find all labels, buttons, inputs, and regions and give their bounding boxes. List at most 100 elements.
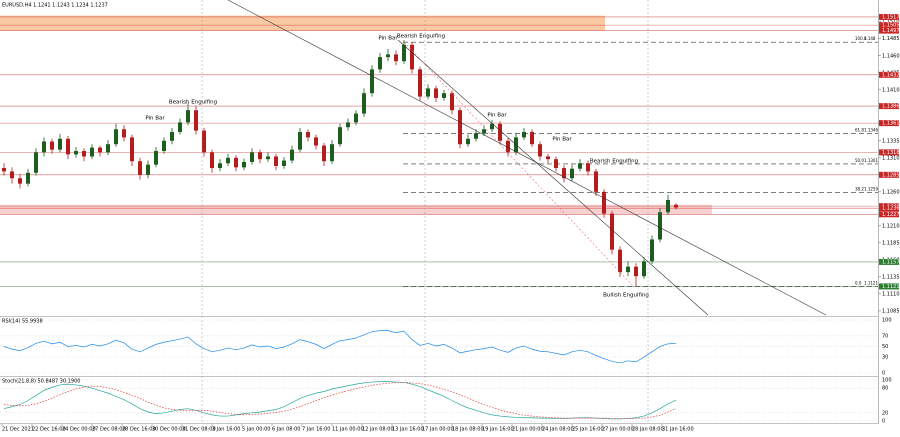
candle-body	[522, 131, 526, 138]
candle-body	[602, 191, 606, 214]
candle-body	[194, 110, 198, 131]
candle-body	[410, 44, 414, 70]
price-label: 1.1505	[882, 23, 900, 29]
candle-body	[626, 266, 630, 273]
annotation: Bearish Engulfing	[169, 100, 217, 106]
zone	[0, 15, 605, 31]
candle-body	[274, 156, 278, 166]
fib-price-label: 1.1121	[864, 280, 878, 285]
candle-body	[450, 93, 454, 111]
candle-body	[290, 149, 294, 161]
candle-body	[370, 69, 374, 94]
candle-body	[138, 161, 142, 175]
x-tick-label: 31 Dec 08:00	[182, 427, 216, 433]
price-label: 1.1386	[882, 104, 900, 110]
plot-layer: 1.15101.14851.14601.14351.14101.13851.13…	[0, 13, 900, 433]
x-tick-label: 6 Jan 08:00	[272, 427, 300, 433]
fib-price-label: 1.1346	[864, 127, 878, 132]
price-label-box	[879, 283, 899, 290]
candle-body	[466, 138, 470, 145]
candle-body	[386, 54, 390, 58]
panel-title: RSI(14) 55.9938	[2, 319, 43, 325]
fib-level-label: 100.0	[855, 36, 867, 41]
y-tick-label: 1.1110	[882, 291, 900, 297]
candle-body	[18, 178, 22, 184]
x-tick-label: 5 Jan 00:00	[242, 427, 270, 433]
candle-body	[570, 168, 574, 179]
x-tick-label: 7 Jan 16:00	[302, 427, 330, 433]
price-label: 1.1361	[882, 121, 900, 127]
candle-body	[98, 147, 102, 153]
fib-level-label: 50.0	[855, 158, 864, 163]
y-tick-label: 1.1460	[882, 53, 900, 59]
candle-body	[210, 152, 214, 169]
y-tick-label: 30	[882, 355, 888, 361]
indicator-line	[3, 330, 677, 364]
y-tick-label: 1.1185	[882, 240, 900, 246]
candle-body	[106, 144, 110, 153]
price-label-box	[879, 120, 899, 127]
y-tick-label: 1.1335	[882, 138, 900, 144]
annotation: Pin Bar	[487, 113, 507, 119]
x-tick-label: 31 Jan 16:00	[662, 427, 694, 433]
price-label-box	[879, 22, 899, 29]
y-tick-label: 100	[882, 318, 892, 324]
fib-price-label: 1.148	[864, 36, 876, 41]
fib-level-label: 61.8	[855, 127, 864, 132]
y-tick-label: 70	[882, 333, 888, 339]
candle-body	[282, 160, 286, 166]
price-label-box	[879, 13, 899, 20]
candle-body	[586, 163, 590, 172]
price-label-box	[879, 211, 899, 218]
price-label: 1.1432	[882, 72, 900, 78]
channel-line	[397, 39, 709, 316]
x-tick-label: 24 Jan 08:00	[542, 427, 574, 433]
x-tick-label: 3 Jan 16:00	[212, 427, 240, 433]
y-tick-label: 20	[882, 410, 888, 416]
x-tick-label: 24 Dec 00:00	[62, 427, 96, 433]
price-label-box	[879, 71, 899, 78]
candle-body	[322, 145, 326, 162]
candle-body	[562, 168, 566, 179]
candle-body	[426, 88, 430, 97]
price-label-box	[879, 149, 899, 156]
candle-body	[74, 151, 78, 155]
y-tick-label: 1.1210	[882, 223, 900, 229]
candle-body	[578, 163, 582, 169]
x-tick-label: 22 Dec 16:00	[32, 427, 66, 433]
x-tick-label: 28 Jan 08:00	[632, 427, 664, 433]
candle-body	[242, 161, 246, 168]
x-tick-label: 27 Jan 00:00	[602, 427, 634, 433]
price-label-box	[879, 258, 899, 265]
candle-body	[178, 122, 182, 132]
price-label: 1.1236	[882, 206, 900, 212]
fib-level-label: 0.0	[855, 280, 862, 285]
candle-body	[346, 122, 350, 128]
candle-body	[618, 249, 622, 273]
candle-body	[330, 144, 334, 162]
candle-body	[634, 266, 638, 277]
annotation: Pin Bar	[552, 137, 572, 143]
x-tick-label: 28 Dec 16:00	[122, 427, 156, 433]
candle-body	[186, 110, 190, 123]
price-label: 1.1157	[882, 259, 900, 265]
candle-body	[338, 127, 342, 145]
chart-title: EURUSD,H4 1.1241 1.1243 1.1234 1.1237	[2, 3, 108, 9]
candle-body	[490, 123, 494, 130]
candle-body	[226, 157, 230, 164]
y-tick-label: 0	[882, 419, 885, 425]
x-tick-label: 18 Jan 08:00	[452, 427, 484, 433]
candle-body	[394, 54, 398, 62]
x-tick-label: 12 Jan 08:00	[362, 427, 394, 433]
candle-body	[402, 44, 406, 62]
candle-body	[42, 141, 46, 153]
candle-body	[90, 147, 94, 157]
price-label-box	[879, 205, 899, 212]
candle-body	[650, 239, 654, 262]
candle-body	[530, 131, 534, 145]
candle-body	[58, 138, 62, 150]
x-tick-label: 25 Jan 16:00	[572, 427, 604, 433]
candle-body	[594, 171, 598, 192]
panel-title: Stoch(21,8,8) 50.8487 30.1900	[2, 379, 80, 385]
